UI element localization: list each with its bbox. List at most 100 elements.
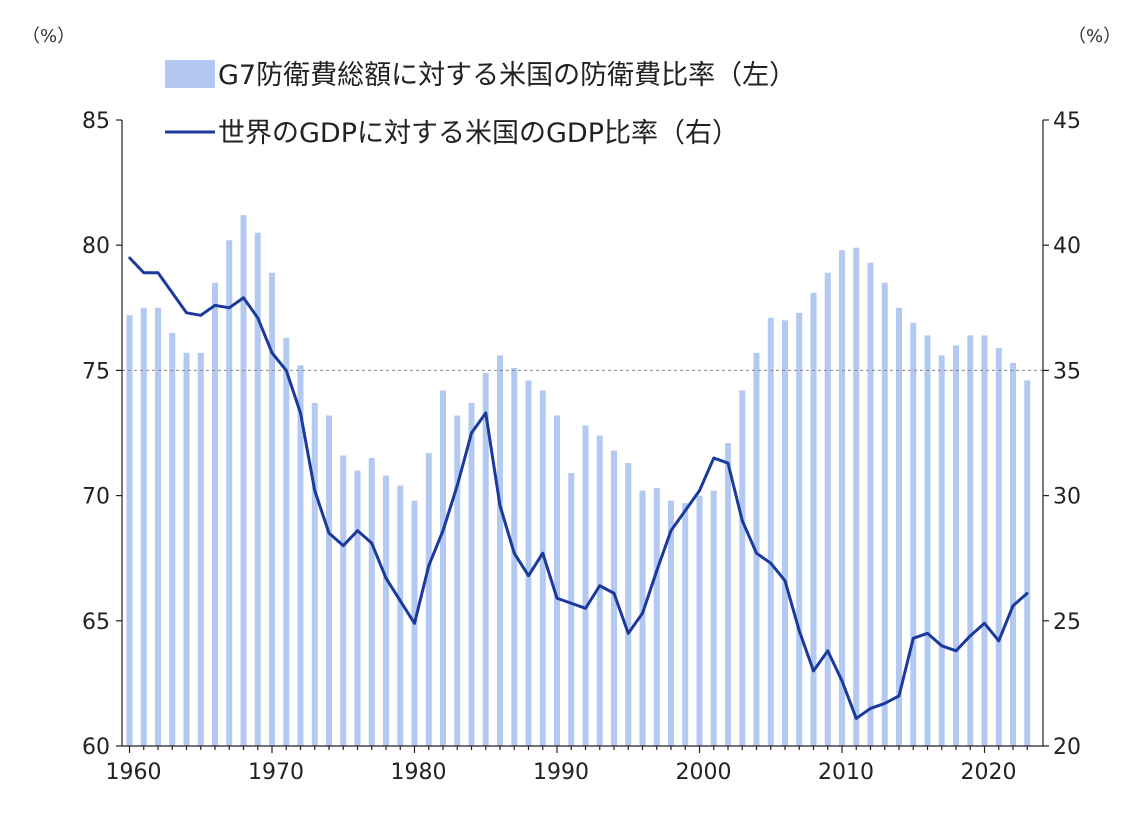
- line-point-1984: [470, 431, 473, 435]
- left-tick-label: 75: [82, 359, 110, 384]
- bar-1989: [539, 390, 546, 746]
- bar-1966: [212, 282, 218, 746]
- line-point-1993: [598, 584, 601, 587]
- right-axis-unit: （%）: [1068, 26, 1121, 47]
- line-point-1961: [142, 271, 145, 274]
- line-point-1989: [541, 551, 544, 555]
- line-point-2012: [869, 707, 872, 710]
- line-point-1973: [313, 489, 316, 492]
- bar-1961: [140, 307, 147, 746]
- line-point-1966: [213, 304, 217, 307]
- bar-1971: [283, 337, 290, 746]
- line-point-1985: [484, 411, 487, 415]
- line-point-1986: [498, 504, 502, 507]
- bar-2004: [753, 352, 760, 746]
- bar-1960: [126, 315, 133, 746]
- bar-2009: [824, 272, 831, 746]
- bar-1995: [625, 463, 632, 746]
- line-point-1972: [299, 411, 302, 415]
- bar-2005: [767, 317, 774, 746]
- right-tick-label: 40: [1053, 234, 1081, 259]
- x-tick-label: 1980: [391, 760, 447, 785]
- line-point-2008: [812, 669, 815, 673]
- bar-1985: [482, 372, 489, 746]
- bar-2019: [967, 335, 974, 746]
- bar-1972: [297, 365, 304, 746]
- line-point-1968: [242, 296, 245, 299]
- x-tick-label: 2020: [961, 760, 1017, 785]
- bar-1983: [454, 415, 461, 746]
- line-point-1987: [513, 551, 516, 555]
- line-point-2016: [926, 632, 929, 635]
- bar-1970: [269, 272, 275, 746]
- legend-bar-swatch: [165, 60, 215, 88]
- line-point-2014: [897, 694, 901, 698]
- bar-2014: [896, 307, 902, 746]
- line-point-1963: [171, 291, 174, 294]
- line-point-2019: [969, 634, 972, 638]
- bar-series: [126, 215, 1031, 746]
- bar-2015: [910, 322, 917, 746]
- line-point-1967: [228, 306, 231, 309]
- line-point-1990: [555, 597, 559, 600]
- left-tick-label: 65: [82, 610, 110, 635]
- bar-2023: [1024, 380, 1031, 746]
- bar-2022: [1010, 362, 1016, 746]
- bar-1977: [368, 458, 375, 746]
- bar-2006: [782, 320, 788, 746]
- line-point-1980: [413, 622, 416, 625]
- line-point-2023: [1026, 592, 1029, 595]
- x-tick-label: 2010: [818, 760, 874, 785]
- left-tick-label: 70: [82, 485, 110, 510]
- bar-1965: [197, 352, 204, 746]
- line-point-1969: [256, 316, 259, 320]
- line-point-2013: [883, 702, 886, 705]
- line-point-2004: [755, 551, 758, 555]
- line-point-2002: [726, 461, 730, 465]
- right-tick-label: 20: [1053, 735, 1081, 760]
- bar-1998: [668, 500, 674, 746]
- bar-2013: [881, 282, 888, 746]
- bar-1975: [340, 455, 347, 746]
- line-point-1962: [156, 271, 160, 274]
- axes: [116, 119, 1049, 753]
- bar-1993: [596, 435, 603, 746]
- line-point-1979: [399, 599, 402, 602]
- bar-1996: [639, 490, 646, 746]
- bar-2002: [725, 443, 731, 746]
- bar-1992: [582, 425, 589, 746]
- bar-1968: [240, 215, 247, 746]
- gdp-share-line: [128, 256, 1029, 720]
- x-tick-label: 1970: [248, 760, 304, 785]
- bar-1976: [354, 470, 361, 746]
- line-point-2021: [997, 639, 1000, 643]
- bar-1988: [525, 380, 532, 746]
- line-point-2018: [954, 649, 958, 653]
- bar-1962: [155, 307, 161, 746]
- right-tick-label: 25: [1053, 610, 1081, 635]
- legend-line-label: 世界のGDPに対する米国のGDP比率（右）: [218, 118, 739, 149]
- bar-2003: [739, 390, 746, 746]
- line-point-1978: [384, 577, 388, 580]
- line-point-1982: [441, 529, 445, 532]
- line-point-1991: [570, 602, 573, 605]
- line-point-2017: [940, 644, 943, 648]
- line-point-1981: [427, 564, 430, 567]
- line-point-2005: [769, 562, 772, 565]
- line-point-1988: [527, 574, 530, 577]
- bar-1979: [397, 485, 404, 746]
- bar-2018: [953, 345, 959, 746]
- line-point-2011: [855, 717, 858, 720]
- line-point-2000: [698, 489, 701, 492]
- line-point-1974: [327, 531, 331, 535]
- line-point-1992: [584, 607, 587, 610]
- tick-labels: 60 65 70 75 80 85 20 25 30 35 40 45 1960 1970 1980 1990…: [82, 109, 1081, 785]
- bar-1997: [653, 488, 660, 746]
- bar-1964: [183, 352, 190, 746]
- line-point-2022: [1011, 604, 1015, 607]
- line-point-2010: [840, 679, 844, 683]
- bar-2000: [696, 495, 703, 746]
- line-point-1976: [356, 529, 359, 532]
- bar-2008: [810, 292, 817, 746]
- bar-1974: [326, 415, 332, 746]
